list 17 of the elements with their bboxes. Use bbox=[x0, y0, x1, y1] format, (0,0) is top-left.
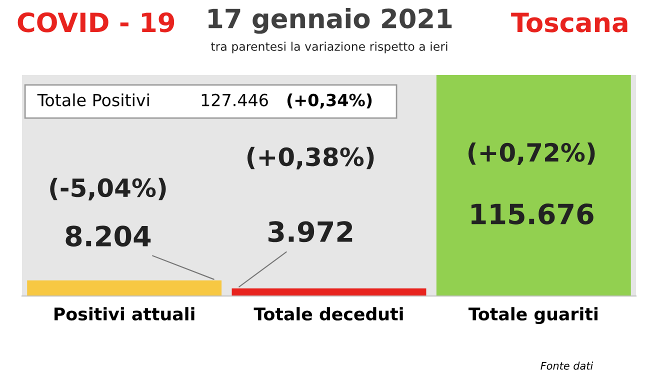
annotation: (-5,04%) bbox=[50, 178, 166, 200]
chart-title: 17 gennaio 2021 bbox=[208, 8, 452, 34]
chart-subtitle: tra parentesi la variazione rispetto a ieri bbox=[211, 42, 448, 54]
annotation: 127.446 bbox=[202, 94, 268, 106]
text: Toscana bbox=[511, 12, 628, 32]
data-label: 115.676 bbox=[471, 204, 594, 224]
data-label: 3.972 bbox=[268, 221, 352, 242]
data-label: 8.204 bbox=[66, 226, 151, 247]
source-note: Fonte dati bbox=[540, 362, 594, 370]
annotation: Totale Positivi bbox=[37, 93, 149, 106]
x-tick-label: Positivi attuali bbox=[54, 307, 194, 321]
x-tick-label: Totale guariti bbox=[468, 307, 598, 324]
text: COVID - 19 bbox=[18, 12, 174, 32]
annotation: (+0,38%) bbox=[247, 146, 374, 170]
annotation: (+0,72%) bbox=[468, 142, 595, 166]
x-tick-label: Totale deceduti bbox=[254, 307, 403, 321]
annotation: (+0,34%) bbox=[287, 93, 372, 108]
